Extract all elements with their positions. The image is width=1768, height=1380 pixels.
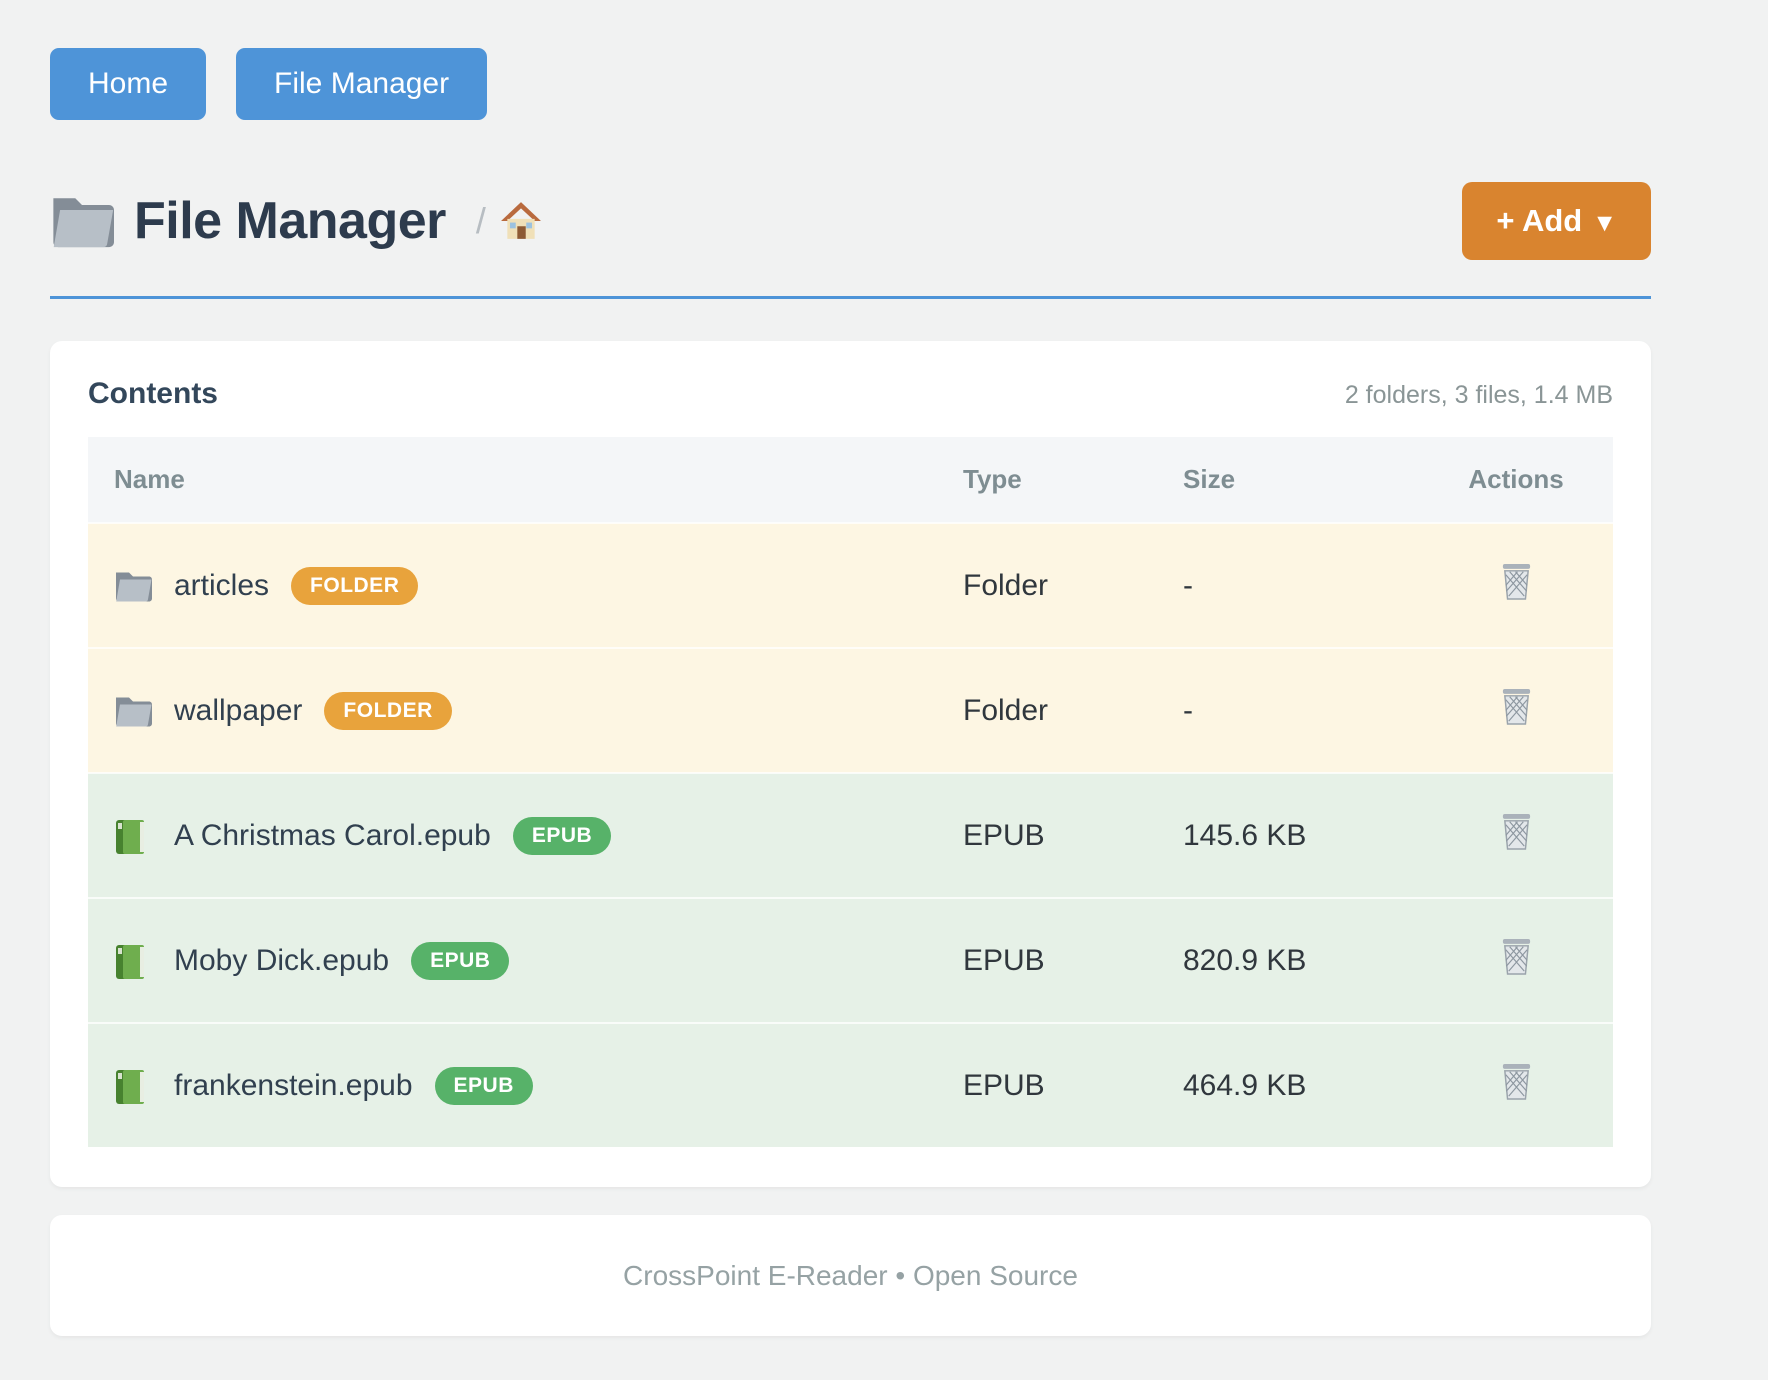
folder-icon <box>114 694 152 728</box>
type-badge: FOLDER <box>291 566 419 605</box>
trash-icon <box>1499 939 1534 979</box>
delete-button[interactable] <box>1499 937 1534 976</box>
type-badge: EPUB <box>512 816 612 855</box>
add-button[interactable]: + Add ▼ <box>1462 182 1651 260</box>
column-header-name: Name <box>88 437 963 523</box>
delete-button[interactable] <box>1499 687 1534 726</box>
nav-button-home[interactable]: Home <box>50 48 207 120</box>
header-divider <box>50 296 1651 299</box>
page-title: File Manager <box>134 192 446 250</box>
file-name[interactable]: frankenstein.epub <box>174 1068 413 1102</box>
column-header-actions: Actions <box>1419 437 1613 523</box>
folder-icon <box>114 569 152 603</box>
top-nav: Home File Manager <box>50 48 1651 120</box>
table-header-row: Name Type Size Actions <box>88 437 1613 523</box>
file-table: Name Type Size Actions <box>88 437 1613 1147</box>
home-icon[interactable] <box>500 201 542 241</box>
file-name[interactable]: articles <box>174 568 270 602</box>
delete-button[interactable] <box>1499 562 1534 601</box>
nav-button-file-manager[interactable]: File Manager <box>236 48 488 120</box>
trash-icon <box>1499 689 1534 729</box>
table-row: wallpaper FOLDER Folder - <box>88 648 1613 773</box>
folder-icon <box>50 193 114 249</box>
contents-title: Contents <box>88 377 218 410</box>
file-type: Folder <box>963 648 1183 773</box>
footer-text: CrossPoint E-Reader • Open Source <box>623 1259 1078 1291</box>
page-container: Home File Manager File Manager / + A <box>50 0 1651 1336</box>
table-row: Moby Dick.epub EPUB EPUB 820.9 KB <box>88 898 1613 1023</box>
table-row: frankenstein.epub EPUB EPUB 464.9 KB <box>88 1023 1613 1147</box>
file-type: EPUB <box>963 898 1183 1023</box>
page-header: File Manager / + Add ▼ <box>50 182 1651 260</box>
file-size: - <box>1183 523 1419 648</box>
file-type: EPUB <box>963 1023 1183 1147</box>
type-badge: EPUB <box>411 941 510 980</box>
file-name[interactable]: wallpaper <box>174 693 303 727</box>
breadcrumb: / <box>476 200 542 242</box>
contents-card: Contents 2 folders, 3 files, 1.4 MB Name… <box>50 341 1651 1187</box>
footer: CrossPoint E-Reader • Open Source <box>50 1215 1651 1336</box>
file-type: EPUB <box>963 773 1183 898</box>
trash-icon <box>1499 564 1534 604</box>
column-header-size: Size <box>1183 437 1419 523</box>
delete-button[interactable] <box>1499 812 1534 851</box>
contents-summary: 2 folders, 3 files, 1.4 MB <box>1344 381 1613 409</box>
file-size: 464.9 KB <box>1183 1023 1419 1147</box>
type-badge: FOLDER <box>324 691 452 730</box>
file-size: 145.6 KB <box>1183 773 1419 898</box>
book-icon <box>114 944 152 979</box>
book-icon <box>114 1069 152 1104</box>
book-icon <box>114 819 152 854</box>
table-row: articles FOLDER Folder - <box>88 523 1613 648</box>
type-badge: EPUB <box>434 1066 533 1105</box>
caret-down-icon: ▼ <box>1592 209 1617 237</box>
contents-card-header: Contents 2 folders, 3 files, 1.4 MB <box>88 377 1613 411</box>
delete-button[interactable] <box>1499 1062 1534 1101</box>
file-size: 820.9 KB <box>1183 898 1419 1023</box>
trash-icon <box>1499 814 1534 854</box>
file-name[interactable]: Moby Dick.epub <box>174 943 390 977</box>
file-size: - <box>1183 648 1419 773</box>
breadcrumb-separator: / <box>475 200 486 241</box>
table-row: A Christmas Carol.epub EPUB EPUB 145.6 K… <box>88 773 1613 898</box>
trash-icon <box>1499 1064 1534 1104</box>
file-type: Folder <box>963 523 1183 648</box>
add-button-label: + Add <box>1496 203 1583 238</box>
column-header-type: Type <box>963 437 1183 523</box>
file-name[interactable]: A Christmas Carol.epub <box>174 818 491 852</box>
